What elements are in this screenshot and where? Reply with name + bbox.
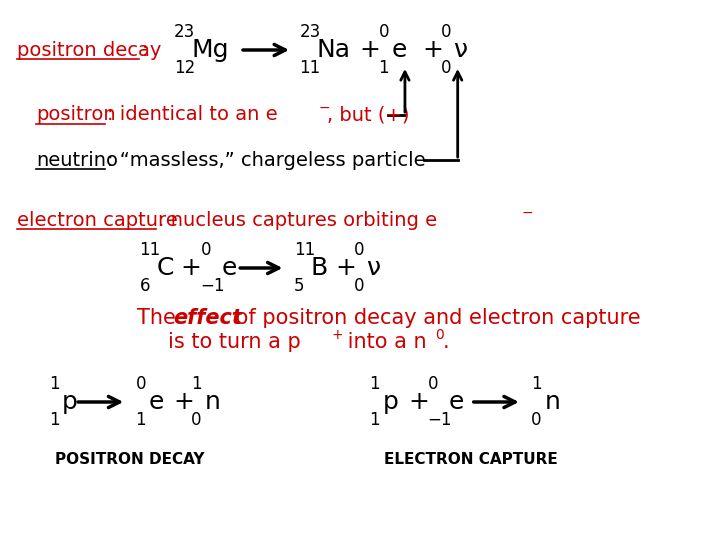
Text: 0: 0 xyxy=(201,241,211,259)
Text: 0: 0 xyxy=(354,241,364,259)
Text: ν: ν xyxy=(453,38,467,62)
Text: 1: 1 xyxy=(49,375,60,393)
Text: POSITRON DECAY: POSITRON DECAY xyxy=(55,453,204,468)
Text: +: + xyxy=(336,256,356,280)
Text: 11: 11 xyxy=(140,241,161,259)
Text: 23: 23 xyxy=(300,23,320,41)
Text: 1: 1 xyxy=(49,411,60,429)
Text: 0: 0 xyxy=(192,411,202,429)
Text: , but (+): , but (+) xyxy=(327,105,409,125)
Text: Na: Na xyxy=(316,38,351,62)
Text: positron: positron xyxy=(36,105,115,125)
Text: electron capture: electron capture xyxy=(17,211,178,229)
Text: ELECTRON CAPTURE: ELECTRON CAPTURE xyxy=(384,453,558,468)
Text: 1: 1 xyxy=(135,411,146,429)
Text: p: p xyxy=(62,390,78,414)
Text: 1: 1 xyxy=(369,375,379,393)
Text: positron decay: positron decay xyxy=(17,40,161,59)
Text: −: − xyxy=(318,101,330,115)
Text: into a n: into a n xyxy=(341,332,426,352)
Text: 12: 12 xyxy=(174,59,195,77)
Text: +: + xyxy=(360,38,381,62)
Text: e: e xyxy=(221,256,237,280)
Text: e: e xyxy=(392,38,407,62)
Text: −: − xyxy=(522,206,534,220)
Text: −1: −1 xyxy=(201,277,225,295)
Text: effect: effect xyxy=(174,308,242,328)
Text: The: The xyxy=(137,308,182,328)
Text: 1: 1 xyxy=(369,411,379,429)
Text: +: + xyxy=(409,390,430,414)
Text: +: + xyxy=(331,328,343,342)
Text: Mg: Mg xyxy=(192,38,229,62)
Text: p: p xyxy=(382,390,398,414)
Text: 0: 0 xyxy=(435,328,444,342)
Text: 0: 0 xyxy=(135,375,146,393)
Text: 0: 0 xyxy=(354,277,364,295)
Text: 5: 5 xyxy=(294,277,305,295)
Text: 0: 0 xyxy=(441,59,451,77)
Text: is to turn a p: is to turn a p xyxy=(168,332,300,352)
Text: : nucleus captures orbiting e: : nucleus captures orbiting e xyxy=(158,211,437,229)
Text: +: + xyxy=(174,390,194,414)
Text: :: : xyxy=(141,40,148,59)
Text: 23: 23 xyxy=(174,23,195,41)
Text: neutrino: neutrino xyxy=(36,151,118,170)
Text: +: + xyxy=(181,256,202,280)
Text: 1: 1 xyxy=(192,375,202,393)
Text: : identical to an e: : identical to an e xyxy=(107,105,278,125)
Text: C: C xyxy=(156,256,174,280)
Text: 0: 0 xyxy=(379,23,389,41)
Text: n: n xyxy=(204,390,220,414)
Text: e: e xyxy=(449,390,464,414)
Text: 0: 0 xyxy=(441,23,451,41)
Text: e: e xyxy=(149,390,164,414)
Text: +: + xyxy=(422,38,443,62)
Text: −1: −1 xyxy=(428,411,452,429)
Text: ν: ν xyxy=(366,256,380,280)
Text: 6: 6 xyxy=(140,277,150,295)
Text: 0: 0 xyxy=(428,375,438,393)
Text: 1: 1 xyxy=(531,375,541,393)
Text: B: B xyxy=(311,256,328,280)
Text: 11: 11 xyxy=(300,59,320,77)
Text: 0: 0 xyxy=(531,411,541,429)
Text: n: n xyxy=(544,390,560,414)
Text: of positron decay and electron capture: of positron decay and electron capture xyxy=(229,308,641,328)
Text: .: . xyxy=(443,332,449,352)
Text: 1: 1 xyxy=(379,59,390,77)
Text: : “massless,” chargeless particle: : “massless,” chargeless particle xyxy=(107,151,426,170)
Text: 11: 11 xyxy=(294,241,315,259)
